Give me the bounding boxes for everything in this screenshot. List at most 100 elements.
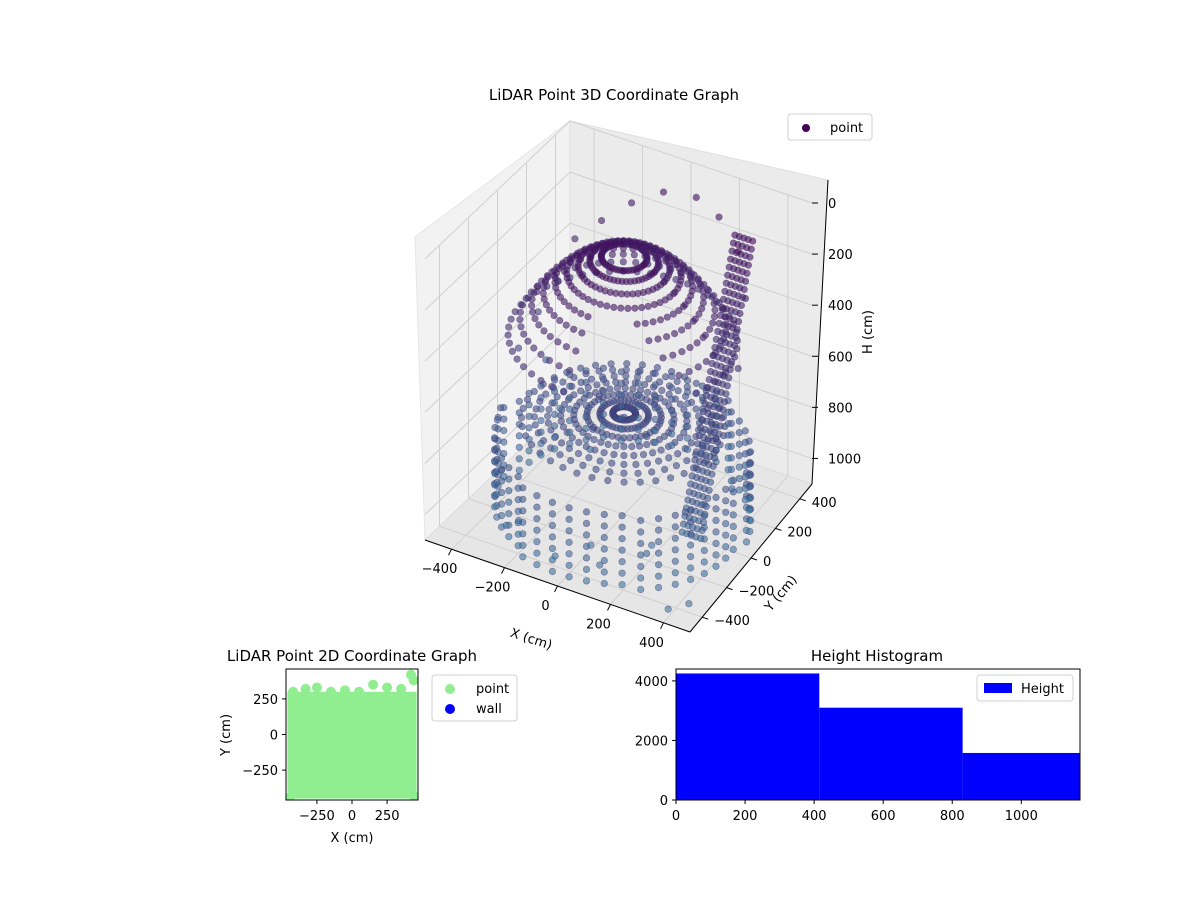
point-3d — [537, 451, 545, 459]
point-3d — [582, 390, 590, 398]
point-3d — [582, 519, 591, 528]
point-3d — [618, 558, 626, 566]
x-axis-label-3d: X (cm) — [508, 626, 554, 654]
point-3d — [634, 379, 642, 388]
point-3d — [661, 398, 669, 406]
point-3d — [651, 404, 659, 412]
point-3d — [712, 505, 720, 513]
point-3d — [544, 419, 552, 427]
point-3d — [667, 265, 675, 274]
point-3d — [712, 493, 720, 502]
point-3d — [671, 546, 679, 554]
legend-label-height: Height — [1021, 682, 1064, 697]
point-cloud-2d — [286, 669, 418, 800]
point-3d — [677, 269, 685, 278]
point-3d — [634, 368, 642, 376]
point-3d — [546, 457, 555, 465]
point-3d — [497, 404, 505, 412]
point-3d — [618, 569, 626, 577]
point-2d — [288, 686, 299, 697]
point-3d — [612, 442, 620, 450]
point-3d — [637, 585, 645, 594]
point-3d — [579, 461, 587, 470]
point-3d — [600, 522, 608, 530]
point-3d — [669, 290, 678, 298]
point-3d — [718, 414, 726, 422]
point-3d — [620, 478, 628, 486]
point-3d — [516, 316, 524, 324]
point-3d — [618, 512, 626, 520]
point-3d — [599, 364, 608, 372]
y-axis-label-2d: Y (cm) — [219, 714, 234, 757]
x-tick-mark-3d — [607, 604, 611, 611]
point-3d — [582, 424, 590, 432]
y-tick-label-hist: 4000 — [635, 675, 668, 690]
point-3d — [734, 364, 742, 373]
point-3d — [729, 350, 737, 358]
point-3d — [654, 538, 663, 546]
point-3d — [533, 526, 541, 534]
point-3d — [620, 469, 628, 477]
point-3d — [533, 549, 541, 557]
point-2d — [325, 686, 336, 697]
point-3d — [585, 454, 593, 462]
point-3d — [735, 452, 743, 460]
point-2d — [368, 679, 379, 690]
point-2d — [408, 675, 418, 686]
point-3d — [651, 396, 659, 404]
point-3d — [498, 511, 506, 520]
point-3d — [729, 545, 737, 554]
point-3d — [734, 317, 743, 326]
point-3d — [566, 394, 574, 402]
point-3d — [648, 468, 656, 476]
point-3d — [527, 370, 536, 378]
point-3d — [729, 499, 737, 508]
point-3d — [519, 484, 527, 492]
point-3d — [533, 515, 541, 523]
point-3d — [679, 303, 688, 311]
point-3d — [588, 474, 596, 482]
point-3d — [618, 535, 626, 543]
point-3d — [515, 420, 523, 428]
point-3d — [640, 261, 648, 269]
point-3d — [672, 462, 681, 470]
point-3d — [659, 354, 667, 362]
point-3d — [603, 302, 611, 310]
point-3d — [520, 330, 528, 338]
point-3d — [643, 432, 651, 441]
point-3d — [726, 366, 734, 374]
point-3d — [683, 457, 691, 465]
point-3d — [648, 449, 657, 457]
point-3d — [556, 451, 564, 459]
point-3d — [725, 374, 733, 382]
point-3d — [711, 306, 719, 314]
point-3d — [531, 421, 539, 429]
point-3d — [668, 395, 676, 403]
point-3d — [704, 494, 712, 502]
point-3d — [686, 344, 694, 352]
ticks-2d: −250 0 250 250 0 −250 — [242, 693, 399, 824]
point-3d — [566, 371, 574, 379]
point-3d — [735, 486, 743, 494]
x-tick-label-3d: 0 — [541, 599, 549, 614]
point-3d — [604, 440, 612, 449]
point-3d — [715, 213, 723, 221]
point-3d — [680, 469, 688, 478]
z-tick-label-3d: 400 — [828, 299, 853, 314]
point-3d — [745, 506, 753, 514]
y-tick-label-3d: 400 — [812, 496, 837, 511]
point-3d — [514, 516, 523, 525]
point-3d — [505, 339, 514, 347]
point-3d — [600, 449, 608, 457]
x-tick-label-2d: 0 — [348, 809, 356, 824]
point-3d — [712, 297, 721, 306]
point-3d — [575, 438, 583, 447]
point-3d — [676, 400, 684, 408]
point-3d — [719, 406, 727, 414]
point-3d — [591, 361, 600, 369]
point-3d — [657, 446, 665, 454]
x-tick-label-2d: 250 — [375, 809, 400, 824]
point-3d — [593, 381, 601, 389]
point-3d — [683, 280, 692, 288]
